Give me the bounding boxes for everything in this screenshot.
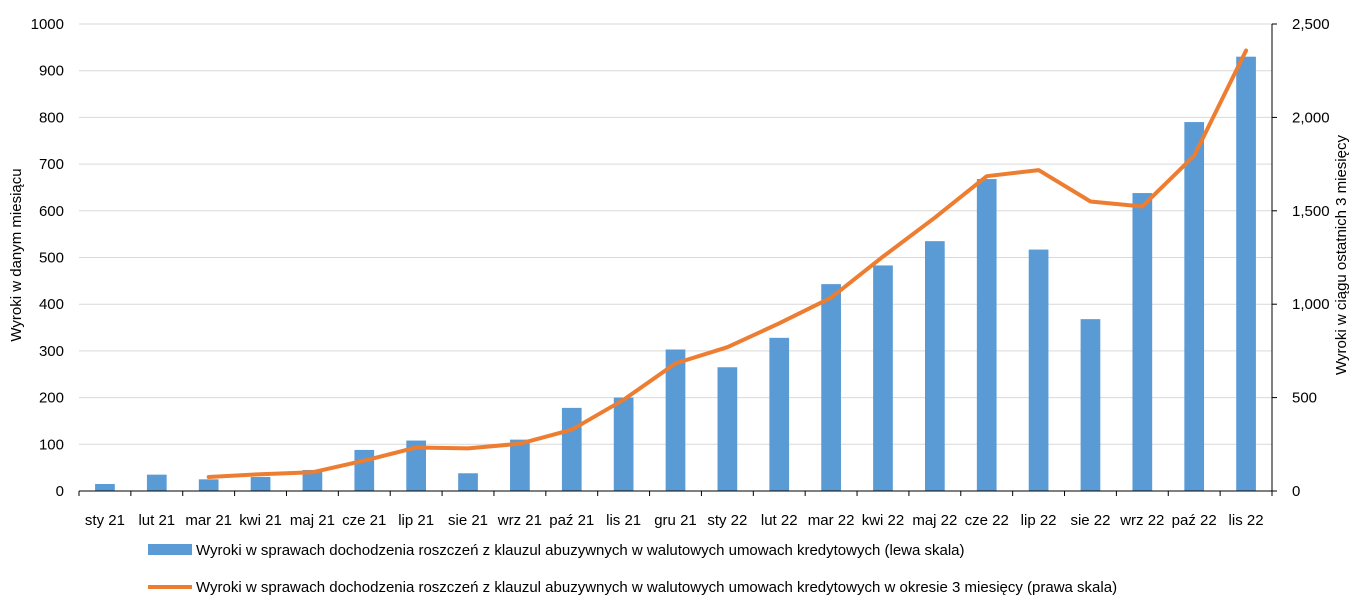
bar [1236, 57, 1256, 491]
x-tick-label: lut 22 [761, 512, 798, 529]
x-tick-label: paź 22 [1172, 512, 1217, 529]
legend: Wyroki w sprawach dochodzenia roszczeń z… [148, 542, 1117, 596]
bar-layer [95, 57, 1256, 491]
x-tick-label: gru 21 [654, 512, 697, 529]
x-tick-label: sie 21 [448, 512, 488, 529]
x-tick-label: sie 22 [1070, 512, 1110, 529]
bar [666, 349, 686, 491]
x-tick-label: cze 21 [342, 512, 386, 529]
x-tick-label: lip 21 [398, 512, 434, 529]
y-right-tick-label: 1,000 [1292, 296, 1330, 313]
x-tick-label: maj 21 [290, 512, 335, 529]
bar [1132, 193, 1152, 491]
y-left-axis-title: Wyroki w danym miesiącu [8, 168, 25, 341]
y-left-tick-label: 400 [39, 296, 64, 313]
y-left-tick-label: 1000 [31, 16, 64, 33]
bar [199, 479, 219, 491]
bar [977, 179, 997, 491]
y-left-tick-label: 500 [39, 250, 64, 267]
bar [1184, 122, 1204, 491]
bar [251, 477, 271, 491]
x-tick-label: wrz 22 [1119, 512, 1164, 529]
legend-label-line: Wyroki w sprawach dochodzenia roszczeń z… [196, 579, 1117, 596]
x-tick-label: paź 21 [549, 512, 594, 529]
y-right-tick-label: 0 [1292, 483, 1300, 500]
y-right-axis-title: Wyroki w ciągu ostatnich 3 miesięcy [1333, 135, 1350, 375]
x-tick-label: sty 22 [707, 512, 747, 529]
y-right-tick-label: 2,000 [1292, 109, 1330, 126]
bar [1081, 319, 1101, 491]
x-tick-label: lis 21 [606, 512, 641, 529]
x-tick-label: lut 21 [138, 512, 175, 529]
bar [147, 475, 167, 491]
x-tick-label: wrz 21 [497, 512, 542, 529]
y-right-tick-label: 2,500 [1292, 16, 1330, 33]
x-tick-label: lip 22 [1021, 512, 1057, 529]
bar [614, 398, 634, 491]
bar [95, 484, 115, 491]
y-left-tick-label: 600 [39, 203, 64, 220]
bar [1029, 250, 1049, 491]
x-tick-label: lis 22 [1229, 512, 1264, 529]
x-tick-label: kwi 21 [239, 512, 282, 529]
y-right-tick-label: 500 [1292, 390, 1317, 407]
bar [354, 450, 374, 491]
y-left-tick-label: 200 [39, 390, 64, 407]
bar [925, 241, 945, 491]
x-tick-label: maj 22 [912, 512, 957, 529]
y-left-tick-label: 800 [39, 109, 64, 126]
x-tick-label: sty 21 [85, 512, 125, 529]
bar [769, 338, 789, 491]
x-tick-label: mar 22 [808, 512, 855, 529]
x-tick-label: kwi 22 [862, 512, 905, 529]
bar [458, 473, 478, 491]
legend-swatch-bar [148, 544, 192, 555]
y-left-tick-label: 300 [39, 343, 64, 360]
y-left-tick-label: 700 [39, 156, 64, 173]
x-tick-label: mar 21 [185, 512, 232, 529]
x-tick-label: cze 22 [965, 512, 1009, 529]
bar [510, 440, 530, 491]
y-left-tick-label: 0 [56, 483, 64, 500]
bar [718, 367, 738, 491]
bar [562, 408, 582, 491]
y-left-tick-label: 100 [39, 436, 64, 453]
bar [873, 265, 893, 491]
legend-label-bar: Wyroki w sprawach dochodzenia roszczeń z… [196, 542, 965, 559]
bar [821, 284, 841, 491]
y-right-tick-label: 1,500 [1292, 203, 1330, 220]
y-left-tick-label: 900 [39, 63, 64, 80]
